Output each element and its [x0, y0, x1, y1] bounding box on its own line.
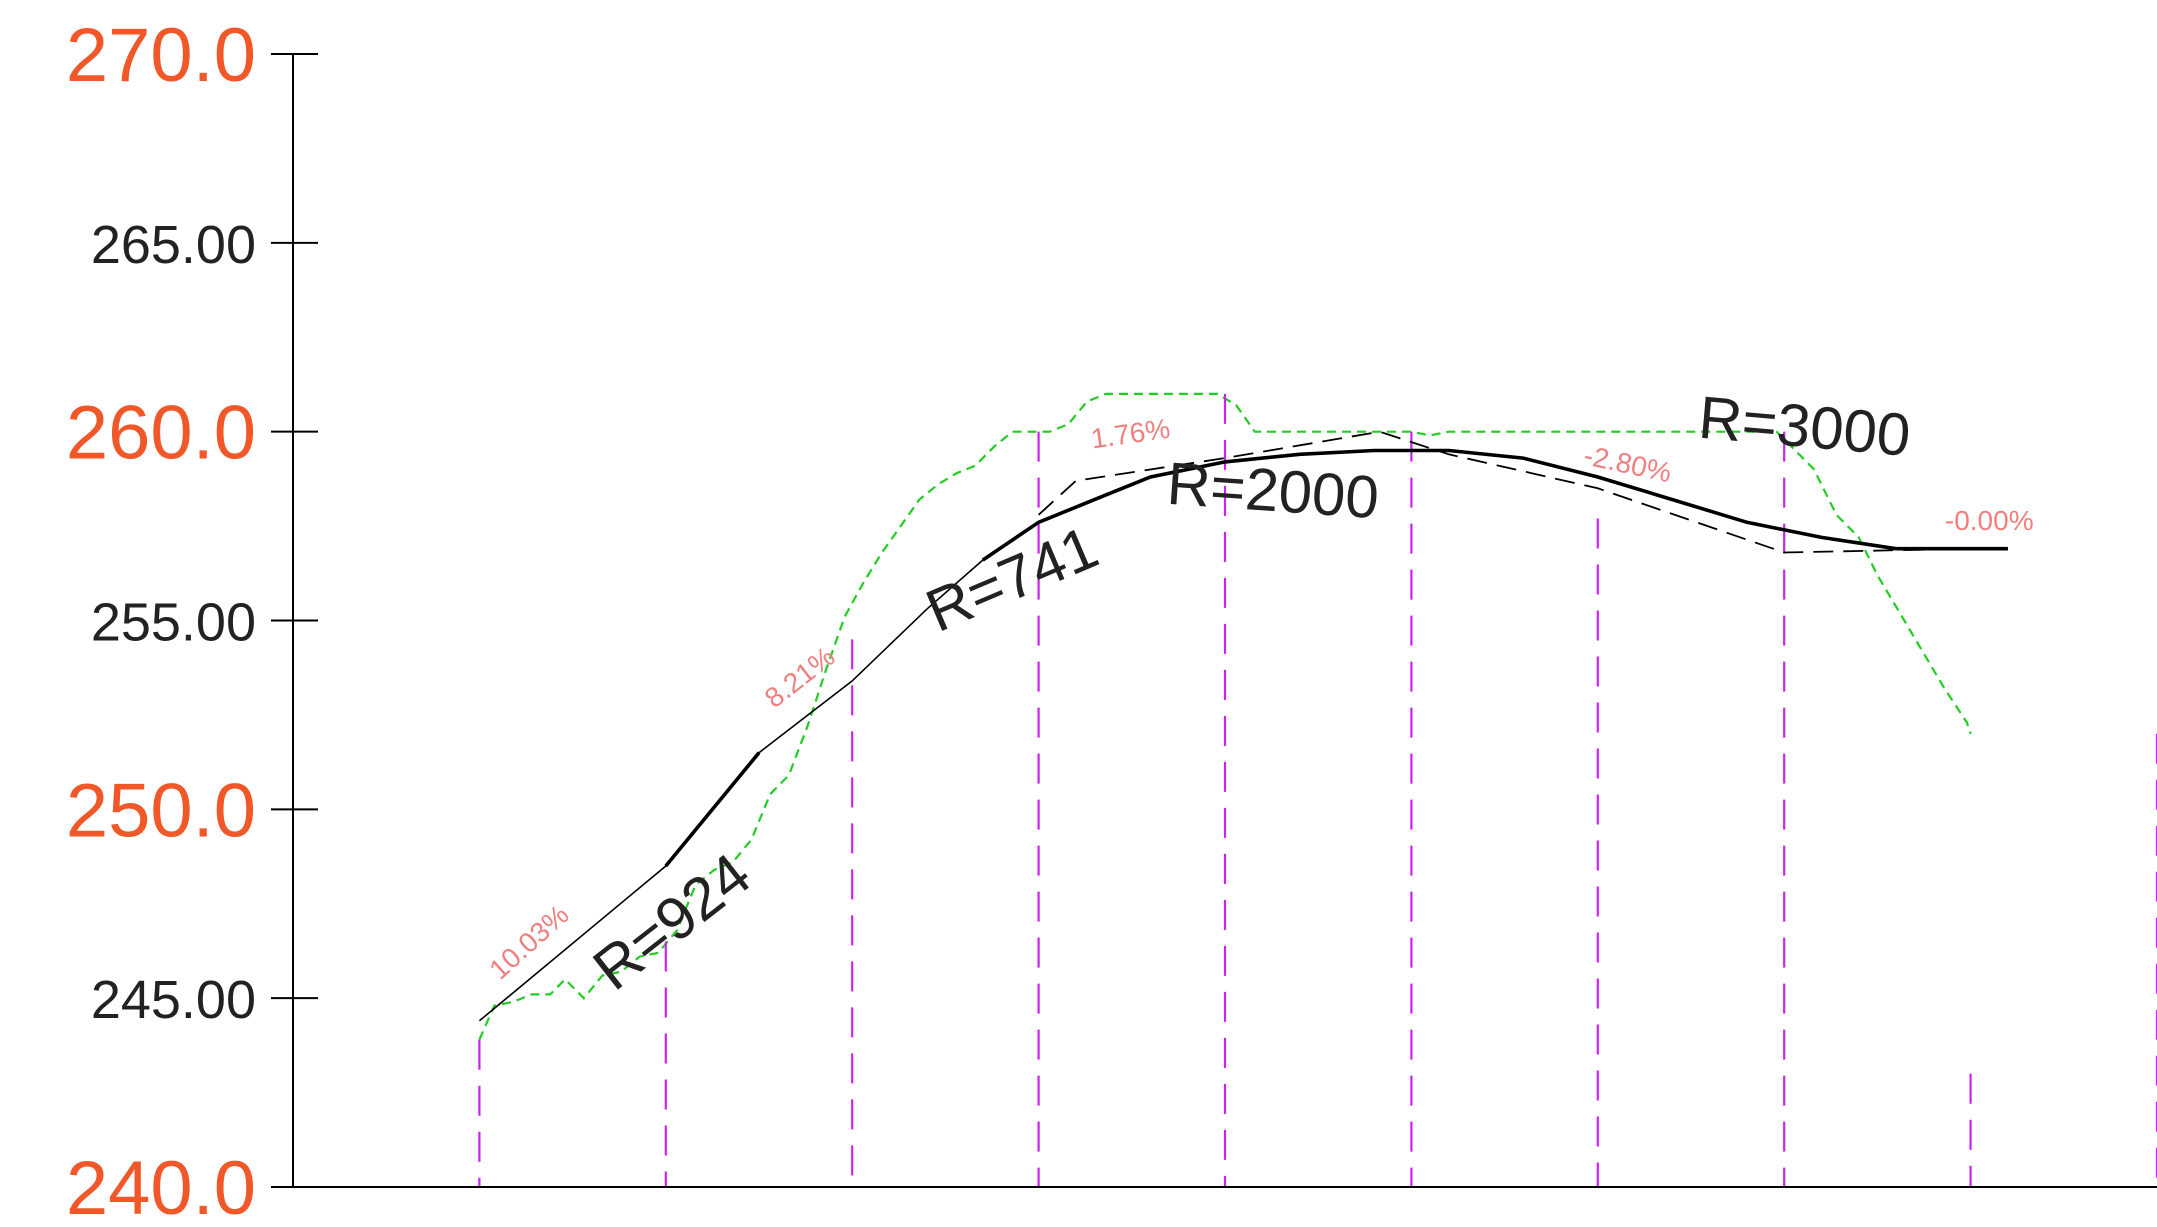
- design-grade-curve: [981, 448, 2008, 562]
- grade-annotation: -0.00%: [1945, 505, 2034, 536]
- ground-line-layer: [478, 392, 1972, 1041]
- grade-annotation: 10.03%: [483, 899, 574, 986]
- design-grade-line: [478, 559, 984, 1022]
- ground-line: [478, 392, 1972, 1041]
- y-tick-label: 245.00: [91, 970, 256, 1030]
- y-axis-ticks: 270.0 265.00 260.0 255.00 250.0 245.00 240.0: [66, 13, 318, 1227]
- grade-annotation: -2.80%: [1581, 440, 1674, 489]
- vertical-curve-segment: [664, 751, 761, 868]
- annotations-layer: 10.03% 8.21% 1.76% -2.80% -0.00% R=924 R=741 R=…: [483, 384, 2033, 1003]
- y-tick-label: 260.0: [66, 391, 256, 476]
- y-tick-label: 255.00: [91, 593, 256, 653]
- radius-annotation: R=2000: [1165, 450, 1381, 532]
- y-tick-label: 265.00: [91, 215, 256, 275]
- grade-annotation: 8.21%: [759, 641, 841, 714]
- radius-annotation: R=3000: [1696, 384, 1913, 469]
- y-tick-label: 240.0: [66, 1146, 256, 1227]
- y-tick-label: 270.0: [66, 13, 256, 98]
- station-lines-layer: [478, 393, 2157, 1187]
- radius-annotation: R=741: [917, 513, 1107, 644]
- radius-annotation: R=924: [581, 840, 763, 1003]
- design-grade-layer: [478, 448, 2008, 1022]
- y-tick-label: 250.0: [66, 768, 256, 853]
- grade-annotation: 1.76%: [1089, 413, 1172, 455]
